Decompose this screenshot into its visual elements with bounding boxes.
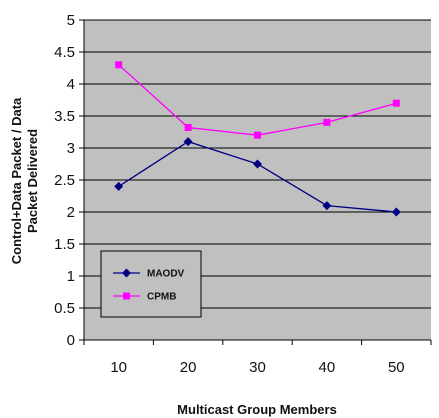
y-tick-label: 2.5: [54, 172, 75, 189]
y-tick-label: 0: [67, 332, 75, 349]
y-tick-label: 4: [67, 76, 75, 93]
legend-label-maodv: MAODV: [147, 269, 185, 280]
y-tick-label: 1.5: [54, 236, 75, 253]
legend-label-cpmb: CPMB: [147, 292, 176, 303]
data-point-cpmb: [184, 124, 192, 132]
data-point-maodv: [183, 137, 193, 147]
data-point-maodv: [391, 207, 401, 217]
y-axis-ticks: 0 0.5 1 1.5 2 2.5 3 3.5 4 4.5 5: [54, 12, 84, 349]
y-axis-title: Control+Data Packet / Data Packet Delive…: [9, 97, 40, 264]
y-tick-label: 0.5: [54, 300, 75, 317]
y-axis-title-line-1: Control+Data Packet / Data: [9, 97, 24, 264]
x-tick-label: 50: [388, 359, 405, 376]
data-point-cpmb: [254, 131, 261, 139]
x-tick-label: 40: [319, 359, 336, 376]
y-tick-label: 5: [67, 12, 75, 29]
legend-marker-maodv: [122, 268, 131, 278]
data-point-maodv: [114, 181, 124, 191]
series-cpmb: [115, 61, 400, 139]
series-maodv: [114, 137, 401, 217]
data-point-cpmb: [115, 61, 123, 69]
x-tick-label: 20: [180, 359, 197, 376]
data-point-cpmb: [323, 118, 331, 126]
data-point-maodv: [322, 201, 332, 211]
y-tick-label: 4.5: [54, 44, 75, 61]
x-tick-label: 10: [110, 359, 127, 376]
data-point-cpmb: [392, 99, 400, 107]
y-tick-label: 1: [67, 268, 75, 285]
y-tick-label: 3.5: [54, 108, 75, 125]
x-axis-title: Multicast Group Members: [177, 402, 337, 417]
y-tick-label: 3: [67, 140, 75, 157]
legend-entry-maodv: MAODV: [113, 268, 185, 280]
data-point-maodv: [253, 159, 262, 169]
legend-marker-cpmb: [123, 292, 130, 300]
legend-entry-cpmb: CPMB: [113, 292, 176, 303]
y-axis-title-line-2: Packet Delivered: [25, 129, 40, 233]
legend: MAODV CPMB: [100, 250, 202, 318]
gridlines: [84, 19, 431, 309]
legend-entries: MAODV CPMB: [113, 268, 185, 303]
legend-box: [100, 250, 202, 318]
series: [114, 61, 401, 217]
x-axis-ticks: 10 20 30 40 50: [83, 340, 432, 376]
y-tick-label: 2: [67, 204, 75, 221]
x-tick-label: 30: [249, 359, 266, 376]
